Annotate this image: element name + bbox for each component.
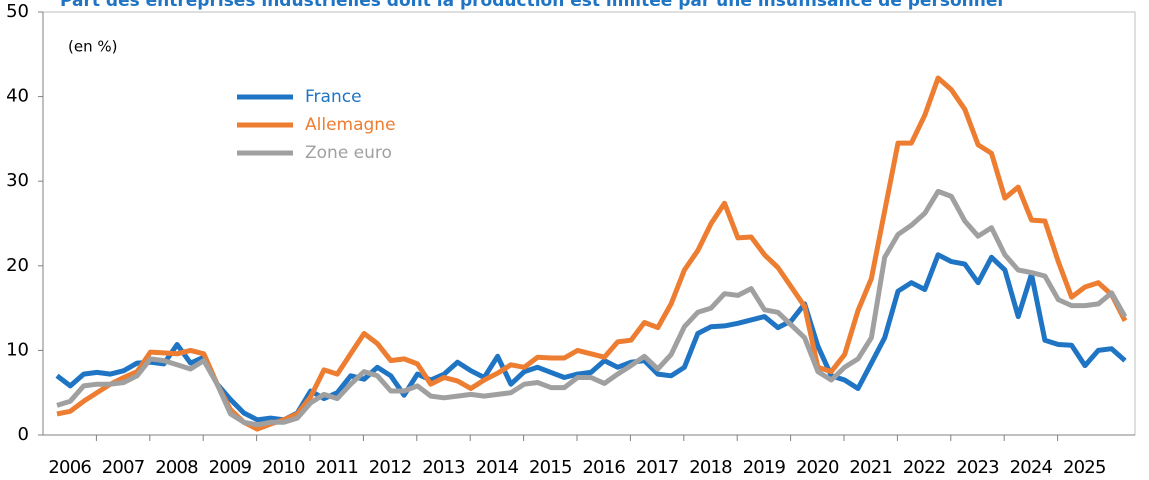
y-tick-label: 30 (6, 170, 29, 191)
x-tick-label: 2009 (209, 457, 252, 478)
y-tick-label: 10 (6, 339, 29, 360)
x-tick-label: 2007 (102, 457, 145, 478)
x-tick-label: 2024 (1010, 457, 1053, 478)
x-tick-label: 2020 (796, 457, 839, 478)
x-tick-label: 2013 (422, 457, 465, 478)
x-tick-label: 2017 (636, 457, 679, 478)
x-tick-label: 2019 (743, 457, 786, 478)
x-tick-label: 2015 (529, 457, 572, 478)
x-tick-label: 2016 (582, 457, 625, 478)
y-tick-label: 20 (6, 255, 29, 276)
annotation: (en %) (68, 38, 117, 56)
x-tick-label: 2018 (689, 457, 732, 478)
x-tick-label: 2012 (369, 457, 412, 478)
x-tick-label: 2023 (956, 457, 999, 478)
x-tick-label: 2014 (476, 457, 519, 478)
y-tick-label: 50 (6, 1, 29, 22)
chart-title: Part des entreprises industrielles dont … (60, 0, 1003, 11)
x-tick-label: 2008 (155, 457, 198, 478)
x-tick-label: 2025 (1063, 457, 1106, 478)
x-tick-label: 2006 (48, 457, 91, 478)
x-tick-label: 2010 (262, 457, 305, 478)
legend-label: Zone euro (305, 143, 392, 163)
y-tick-label: 40 (6, 86, 29, 107)
series-line (56, 188, 1128, 428)
legend-label: Allemagne (305, 115, 396, 135)
x-tick-label: 2011 (315, 457, 358, 478)
y-tick-label: 0 (18, 424, 29, 445)
x-tick-label: 2022 (903, 457, 946, 478)
series-line (55, 252, 1127, 423)
legend-label: France (305, 87, 362, 107)
x-tick-label: 2021 (849, 457, 892, 478)
